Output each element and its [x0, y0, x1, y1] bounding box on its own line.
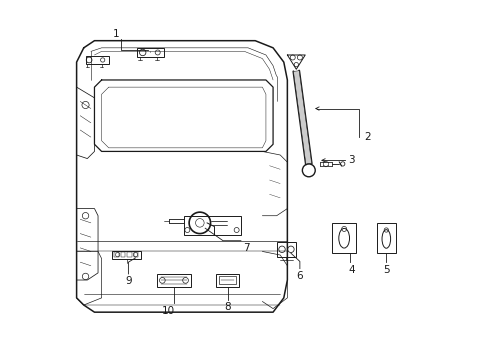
Text: 10: 10 — [162, 306, 175, 316]
Bar — [157, 274, 190, 287]
Text: 9: 9 — [125, 276, 131, 287]
Bar — [219, 276, 235, 284]
Text: 5: 5 — [382, 265, 389, 275]
Bar — [183, 216, 241, 235]
Bar — [376, 223, 395, 253]
Bar — [112, 251, 141, 258]
Bar — [121, 252, 125, 257]
Text: 3: 3 — [347, 156, 354, 165]
Text: 7: 7 — [242, 243, 249, 253]
Text: 4: 4 — [347, 265, 354, 275]
Text: 2: 2 — [364, 132, 370, 142]
Text: 6: 6 — [296, 271, 303, 281]
Polygon shape — [293, 71, 311, 164]
Bar — [114, 252, 119, 257]
Bar — [276, 242, 296, 257]
Bar — [216, 274, 239, 287]
Bar — [85, 56, 108, 64]
Bar — [127, 252, 131, 257]
Text: 8: 8 — [224, 302, 230, 312]
Bar — [137, 48, 164, 57]
Bar — [331, 223, 356, 253]
Bar — [134, 252, 138, 257]
Text: 1: 1 — [112, 29, 119, 39]
